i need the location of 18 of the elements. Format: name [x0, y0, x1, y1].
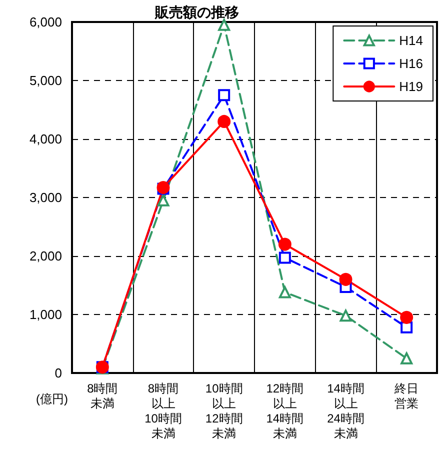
- legend-label: H19: [399, 79, 424, 94]
- y-tick-label: 4,000: [29, 132, 62, 146]
- x-tick-label: 8時間未満: [87, 382, 118, 410]
- y-tick-label: 1,000: [29, 307, 62, 322]
- y-tick-label: 6,000: [29, 14, 62, 30]
- legend-label: H16: [399, 56, 424, 71]
- y-tick-label: 0: [54, 366, 62, 380]
- x-tick-label: 10時間以上12時間未満: [205, 382, 243, 440]
- x-tick-label: 終日営業: [394, 382, 419, 410]
- y-tick-label: 3,000: [29, 190, 62, 205]
- y-axis-title: (億円): [36, 392, 68, 406]
- x-tick-label: 12時間以上14時間未満: [266, 382, 304, 440]
- y-tick-label: 2,000: [29, 248, 62, 264]
- x-tick-label: 8時間以上10時間未満: [144, 382, 182, 440]
- chart-title: 販売額の推移: [154, 4, 239, 20]
- y-tick-label: 5,000: [29, 73, 62, 88]
- x-tick-label: 14時間以上24時間未満: [327, 382, 364, 440]
- legend-label: H14: [399, 33, 424, 48]
